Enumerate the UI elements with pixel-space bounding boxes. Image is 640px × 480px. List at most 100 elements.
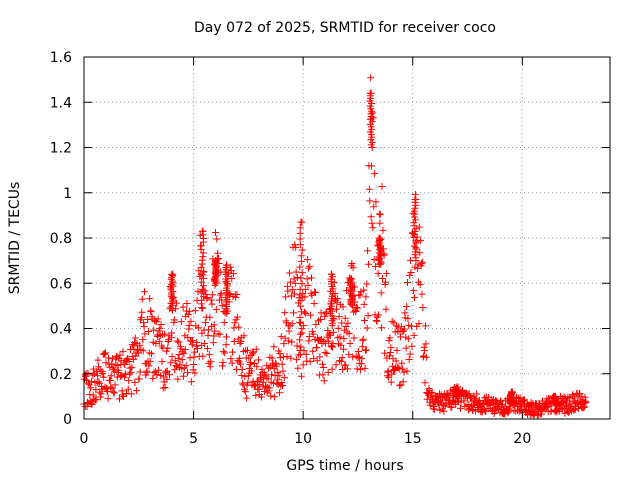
data-point <box>264 375 272 383</box>
data-point <box>338 319 346 327</box>
data-point <box>174 354 182 362</box>
data-point <box>552 408 560 416</box>
data-point <box>332 361 340 369</box>
data-point <box>206 313 214 321</box>
data-point <box>320 377 328 385</box>
data-point <box>186 354 194 362</box>
y-tick-label: 0.8 <box>50 231 72 247</box>
data-point <box>352 352 360 360</box>
data-point <box>157 372 165 380</box>
data-point <box>207 296 215 304</box>
data-point <box>448 403 456 411</box>
data-point <box>367 89 375 97</box>
data-point <box>286 278 294 286</box>
data-point <box>101 350 109 358</box>
data-point <box>303 275 311 283</box>
data-point <box>104 395 112 403</box>
data-point <box>349 353 357 361</box>
data-point <box>422 353 430 361</box>
data-point <box>386 334 394 342</box>
data-point <box>190 360 198 368</box>
data-point <box>179 303 187 311</box>
data-point <box>116 372 124 380</box>
x-tick-label: 20 <box>513 431 531 447</box>
data-point <box>252 391 260 399</box>
data-point <box>352 307 360 315</box>
data-point <box>345 330 353 338</box>
data-point <box>313 357 321 365</box>
data-point <box>293 273 301 281</box>
data-point <box>406 350 414 358</box>
data-point <box>400 368 408 376</box>
data-point <box>393 322 401 330</box>
data-point <box>350 334 358 342</box>
data-point <box>398 359 406 367</box>
data-point <box>167 359 175 367</box>
x-tick-label: 15 <box>404 431 422 447</box>
data-point <box>283 319 291 327</box>
data-point <box>176 360 184 368</box>
data-point <box>290 275 298 283</box>
data-point <box>501 402 509 410</box>
data-point <box>96 366 104 374</box>
data-point <box>298 246 306 254</box>
data-point <box>115 369 123 377</box>
data-point <box>361 364 369 372</box>
data-point <box>138 295 146 303</box>
data-point <box>127 368 135 376</box>
data-point <box>154 315 162 323</box>
data-point <box>421 347 429 355</box>
data-point <box>94 356 102 364</box>
data-point <box>551 392 559 400</box>
data-point <box>197 289 205 297</box>
data-point <box>212 306 220 314</box>
data-point <box>135 375 143 383</box>
data-point <box>501 410 509 418</box>
data-point <box>300 347 308 355</box>
data-point <box>460 397 468 405</box>
data-point <box>282 293 290 301</box>
data-point <box>375 311 383 319</box>
data-point <box>155 366 163 374</box>
data-point <box>271 393 279 401</box>
axis-ticks: 0 0.2 0.4 0.6 0.8 1 1.2 1.4 1.6 0 5 10 15 20 <box>50 50 610 447</box>
data-point <box>124 385 132 393</box>
data-point <box>311 289 319 297</box>
data-point <box>343 365 351 373</box>
data-point <box>360 286 368 294</box>
data-point <box>217 289 225 297</box>
data-point <box>155 337 163 345</box>
data-point <box>305 332 313 340</box>
data-point <box>375 210 383 218</box>
data-point <box>377 289 385 297</box>
data-point <box>364 247 372 255</box>
data-point <box>125 357 133 365</box>
data-point <box>127 390 135 398</box>
data-point <box>296 285 304 293</box>
data-point <box>247 358 255 366</box>
data-point <box>238 366 246 374</box>
data-point <box>317 309 325 317</box>
data-point <box>268 354 276 362</box>
data-point <box>403 367 411 375</box>
data-point <box>204 326 212 334</box>
data-point <box>209 339 217 347</box>
data-point <box>367 74 375 82</box>
data-point <box>318 360 326 368</box>
data-point <box>94 372 102 380</box>
data-point <box>324 368 332 376</box>
data-point <box>145 362 153 370</box>
data-point <box>290 290 298 298</box>
data-point <box>497 397 505 405</box>
data-point <box>334 324 342 332</box>
data-point <box>296 313 304 321</box>
data-point <box>205 359 213 367</box>
data-point <box>177 318 185 326</box>
data-point <box>143 367 151 375</box>
data-point <box>205 351 213 359</box>
data-point <box>379 275 387 283</box>
data-point <box>113 373 121 381</box>
data-point <box>231 319 239 327</box>
data-point <box>153 371 161 379</box>
data-point <box>340 335 348 343</box>
